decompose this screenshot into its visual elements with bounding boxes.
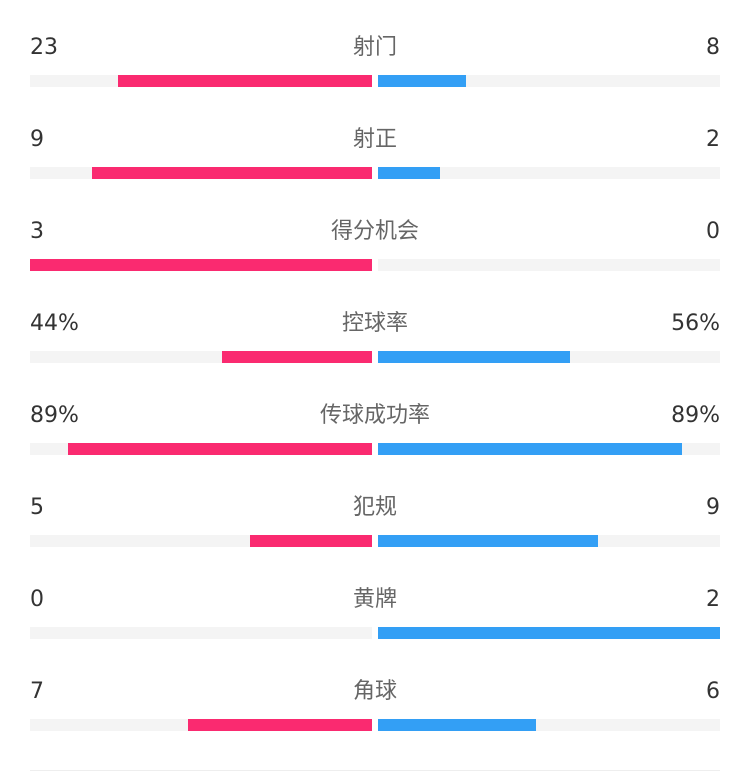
home-bar-track [30,719,372,731]
home-bar-track [30,443,372,455]
away-bar-track [378,259,720,271]
home-bar-track [30,259,372,271]
away-bar [378,351,570,363]
home-bar-track [30,167,372,179]
home-bar [118,75,372,87]
home-value: 5 [30,495,44,520]
stat-label: 控球率 [341,311,408,336]
stat-row: 9 射正 2 [30,112,720,204]
away-bar-track [378,75,720,87]
away-bar-track [378,627,720,639]
stat-label: 得分机会 [330,219,419,244]
stat-label: 传球成功率 [319,403,430,428]
away-bar [378,75,467,87]
home-value: 89% [30,403,79,428]
home-value: 44% [30,311,79,336]
away-bar [378,443,683,455]
home-bar [92,167,372,179]
away-value: 2 [706,127,720,152]
stat-row: 44% 控球率 56% [30,296,720,388]
home-bar [221,351,372,363]
home-bar-track [30,535,372,547]
home-bar [30,259,372,271]
away-bar-track [378,443,720,455]
stat-row: 0 黄牌 2 [30,572,720,664]
home-value: 7 [30,679,44,704]
home-bar [67,443,372,455]
away-value: 8 [706,35,720,60]
stat-row: 5 犯规 9 [30,480,720,572]
stat-row: 89% 传球成功率 89% [30,388,720,480]
stat-row: 3 得分机会 0 [30,204,720,296]
home-value: 3 [30,219,44,244]
divider [30,770,720,771]
away-bar [378,627,720,639]
away-value: 0 [706,219,720,244]
stat-label: 射正 [352,127,397,152]
away-bar [378,167,441,179]
away-bar-track [378,719,720,731]
home-bar-track [30,75,372,87]
home-bar [249,535,372,547]
home-bar-track [30,627,372,639]
home-value: 23 [30,35,58,60]
stat-row: 23 射门 8 [30,20,720,112]
away-bar-track [378,535,720,547]
home-value: 0 [30,587,44,612]
away-bar [378,719,536,731]
away-bar-track [378,351,720,363]
away-bar [378,535,598,547]
stat-label: 犯规 [352,495,397,520]
away-value: 2 [706,587,720,612]
home-bar-track [30,351,372,363]
stat-label: 角球 [352,679,397,704]
away-bar-track [378,167,720,179]
home-bar [188,719,372,731]
stat-label: 黄牌 [352,587,397,612]
home-value: 9 [30,127,44,152]
away-value: 9 [706,495,720,520]
away-value: 6 [706,679,720,704]
stat-label: 射门 [352,35,397,60]
stat-row: 7 角球 6 [30,664,720,756]
away-value: 89% [671,403,720,428]
away-value: 56% [671,311,720,336]
